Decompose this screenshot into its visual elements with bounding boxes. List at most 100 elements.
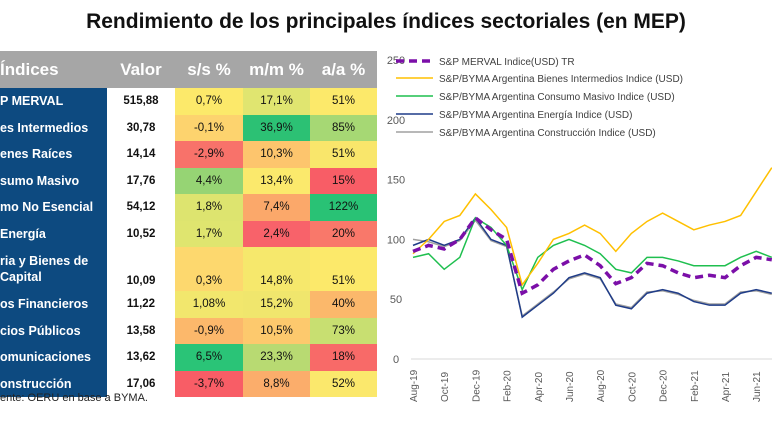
- ss-cell: 4,4%: [175, 167, 243, 194]
- table-row: mo No Esencial 54,12 1,8% 7,4% 122%: [0, 194, 377, 221]
- y-tick-label: 150: [387, 175, 405, 187]
- legend-label: S&P MERVAL Indice(USD) TR: [439, 57, 575, 68]
- index-name-cell: ria y Bienes de Capital: [0, 247, 107, 291]
- aa-cell: 51%: [310, 141, 377, 168]
- chart-background: [378, 44, 772, 434]
- ss-cell: -3,7%: [175, 370, 243, 397]
- mm-cell: 7,4%: [243, 194, 310, 221]
- y-tick-label: 0: [393, 354, 399, 366]
- table-header-row: Índices Valor s/s % m/m % a/a %: [0, 51, 377, 88]
- table-row: enes Raíces 14,14 -2,9% 10,3% 51%: [0, 141, 377, 168]
- ss-cell: 0,7%: [175, 88, 243, 115]
- value-cell: 17,06: [107, 370, 175, 397]
- index-name-cell: os Financieros: [0, 291, 107, 318]
- aa-cell: 15%: [310, 167, 377, 194]
- header-valor: Valor: [107, 51, 175, 88]
- x-tick-label: Feb-21: [690, 370, 701, 402]
- header-ss: s/s %: [175, 51, 243, 88]
- index-name-cell: enes Raíces: [0, 141, 107, 168]
- mm-cell: 13,4%: [243, 167, 310, 194]
- index-name-cell: omunicaciones: [0, 344, 107, 371]
- mm-cell: 10,3%: [243, 141, 310, 168]
- ss-cell: 0,3%: [175, 247, 243, 291]
- sector-index-table: Índices Valor s/s % m/m % a/a % P MERVAL…: [0, 51, 377, 397]
- mm-cell: 14,8%: [243, 247, 310, 291]
- index-name-cell: P MERVAL: [0, 88, 107, 115]
- x-tick-label: Oct-19: [440, 372, 451, 402]
- aa-cell: 73%: [310, 317, 377, 344]
- value-cell: 17,76: [107, 167, 175, 194]
- index-name-cell: mo No Esencial: [0, 194, 107, 221]
- value-cell: 30,78: [107, 114, 175, 141]
- value-cell: 515,88: [107, 88, 175, 115]
- header-aa: a/a %: [310, 51, 377, 88]
- table-row: es Intermedios 30,78 -0,1% 36,9% 85%: [0, 114, 377, 141]
- aa-cell: 122%: [310, 194, 377, 221]
- series-line: [412, 215, 772, 296]
- index-name-cell: onstrucción: [0, 370, 107, 397]
- x-tick-label: Apr-20: [534, 372, 545, 402]
- mm-cell: 10,5%: [243, 317, 310, 344]
- value-cell: 10,52: [107, 220, 175, 247]
- ss-cell: 1,8%: [175, 194, 243, 221]
- x-tick-label: Jun-21: [752, 371, 763, 402]
- ss-cell: 1,08%: [175, 291, 243, 318]
- table-row: Energía 10,52 1,7% 2,4% 20%: [0, 220, 377, 247]
- aa-cell: 18%: [310, 344, 377, 371]
- mm-cell: 17,1%: [243, 88, 310, 115]
- legend-label: S&P/BYMA Argentina Construcción Indice (…: [439, 128, 656, 139]
- x-tick-label: Oct-20: [627, 372, 638, 402]
- series-line: [412, 216, 772, 319]
- value-cell: 11,22: [107, 291, 175, 318]
- table-row: omunicaciones 13,62 6,5% 23,3% 18%: [0, 344, 377, 371]
- legend-label: S&P/BYMA Argentina Bienes Intermedios In…: [439, 74, 683, 85]
- value-cell: 14,14: [107, 141, 175, 168]
- page-title: Rendimiento de los principales índices s…: [86, 10, 686, 33]
- legend-label: S&P/BYMA Argentina Energía Indice (USD): [439, 110, 632, 121]
- aa-cell: 40%: [310, 291, 377, 318]
- value-cell: 13,58: [107, 317, 175, 344]
- source-note: ente: OERU en base a BYMA.: [0, 392, 148, 404]
- index-name-cell: Energía: [0, 220, 107, 247]
- legend-label: S&P/BYMA Argentina Consumo Masivo Indice…: [439, 92, 675, 103]
- index-name-cell: es Intermedios: [0, 114, 107, 141]
- table-row: cios Públicos 13,58 -0,9% 10,5% 73%: [0, 317, 377, 344]
- index-name-cell: sumo Masivo: [0, 167, 107, 194]
- ss-cell: 6,5%: [175, 344, 243, 371]
- index-name-cell: cios Públicos: [0, 317, 107, 344]
- x-tick-label: Jun-20: [565, 371, 576, 402]
- table-row: ria y Bienes de Capital 10,09 0,3% 14,8% 51%: [0, 247, 377, 291]
- ss-cell: 1,7%: [175, 220, 243, 247]
- value-cell: 10,09: [107, 247, 175, 291]
- table-row: os Financieros 11,22 1,08% 15,2% 40%: [0, 291, 377, 318]
- x-tick-label: Dec-19: [471, 369, 482, 402]
- value-cell: 13,62: [107, 344, 175, 371]
- aa-cell: 85%: [310, 114, 377, 141]
- y-tick-label: 100: [387, 234, 405, 246]
- value-cell: 54,12: [107, 194, 175, 221]
- y-tick-label: 50: [390, 294, 402, 306]
- table-row: sumo Masivo 17,76 4,4% 13,4% 15%: [0, 167, 377, 194]
- ss-cell: -2,9%: [175, 141, 243, 168]
- table-row: onstrucción 17,06 -3,7% 8,8% 52%: [0, 370, 377, 397]
- ss-cell: -0,9%: [175, 317, 243, 344]
- x-tick-label: Feb-20: [503, 370, 514, 402]
- aa-cell: 51%: [310, 247, 377, 291]
- aa-cell: 20%: [310, 220, 377, 247]
- mm-cell: 23,3%: [243, 344, 310, 371]
- aa-cell: 52%: [310, 370, 377, 397]
- mm-cell: 8,8%: [243, 370, 310, 397]
- x-tick-label: Aug-19: [409, 369, 420, 402]
- mm-cell: 15,2%: [243, 291, 310, 318]
- x-tick-label: Dec-20: [659, 369, 670, 402]
- x-tick-label: Apr-21: [721, 372, 732, 402]
- mm-cell: 2,4%: [243, 220, 310, 247]
- aa-cell: 51%: [310, 88, 377, 115]
- y-tick-label: 200: [387, 115, 405, 127]
- mm-cell: 36,9%: [243, 114, 310, 141]
- table-row: P MERVAL 515,88 0,7% 17,1% 51%: [0, 88, 377, 115]
- header-indices: Índices: [0, 51, 107, 88]
- header-mm: m/m %: [243, 51, 310, 88]
- series-line: [412, 216, 772, 292]
